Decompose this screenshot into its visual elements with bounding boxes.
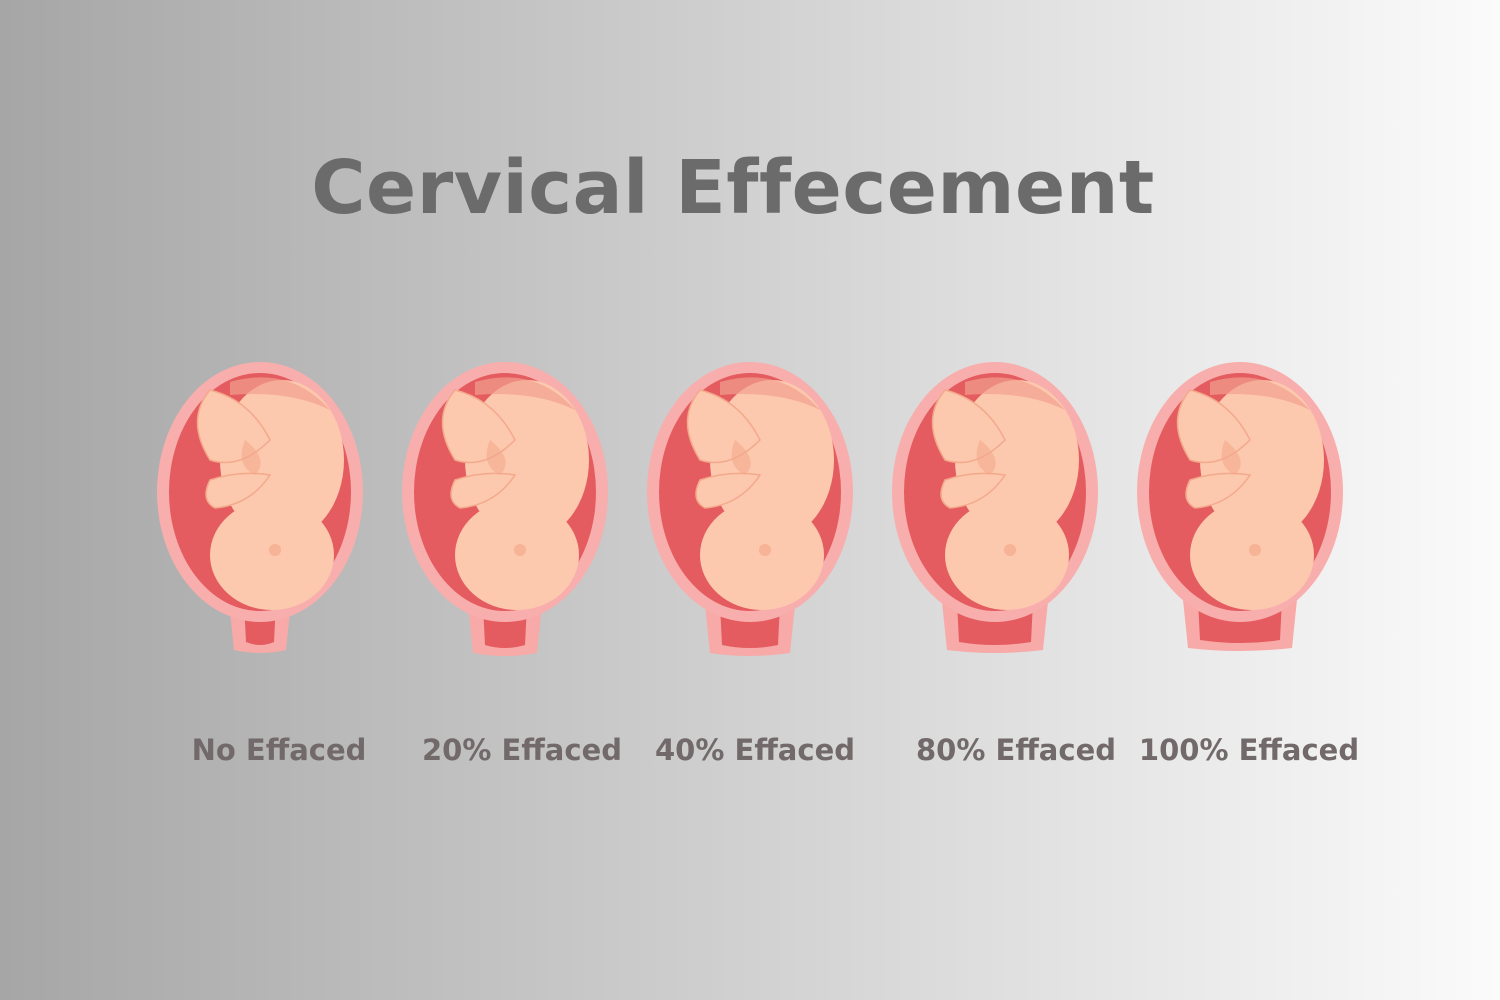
uterus-illustration xyxy=(1137,362,1343,651)
fetus-ear xyxy=(1249,544,1261,556)
uterus-illustration xyxy=(647,362,853,656)
placenta xyxy=(965,377,1065,410)
title: Cervical Effecement xyxy=(311,145,1155,231)
fetus-arm xyxy=(940,472,1007,509)
placenta xyxy=(230,377,330,410)
fetus-shade xyxy=(731,440,751,475)
fetus-arm xyxy=(695,472,762,509)
placenta xyxy=(1210,377,1310,410)
placenta xyxy=(475,377,575,410)
fetus-ear xyxy=(759,544,771,556)
uterus-illustration xyxy=(892,362,1098,653)
uterus-illustration xyxy=(402,362,608,656)
fetus-ear xyxy=(269,544,281,556)
stage-label: 80% Effaced xyxy=(916,733,1116,767)
fetus-ear xyxy=(514,544,526,556)
uterus-illustration xyxy=(157,362,363,653)
fetus-arm xyxy=(450,472,517,509)
fetus-shade xyxy=(1221,440,1241,475)
placenta xyxy=(720,377,820,410)
stage-label: 100% Effaced xyxy=(1138,733,1360,767)
fetus-ear xyxy=(1004,544,1016,556)
fetus-shade xyxy=(241,440,261,475)
fetus-arm xyxy=(1185,472,1252,509)
stage-label: No Effaced xyxy=(191,733,367,767)
fetus-arm xyxy=(205,472,272,509)
stage-label: 20% Effaced xyxy=(422,733,622,767)
fetus-shade xyxy=(486,440,506,475)
fetus-shade xyxy=(976,440,996,475)
stage-label: 40% Effaced xyxy=(655,733,855,767)
